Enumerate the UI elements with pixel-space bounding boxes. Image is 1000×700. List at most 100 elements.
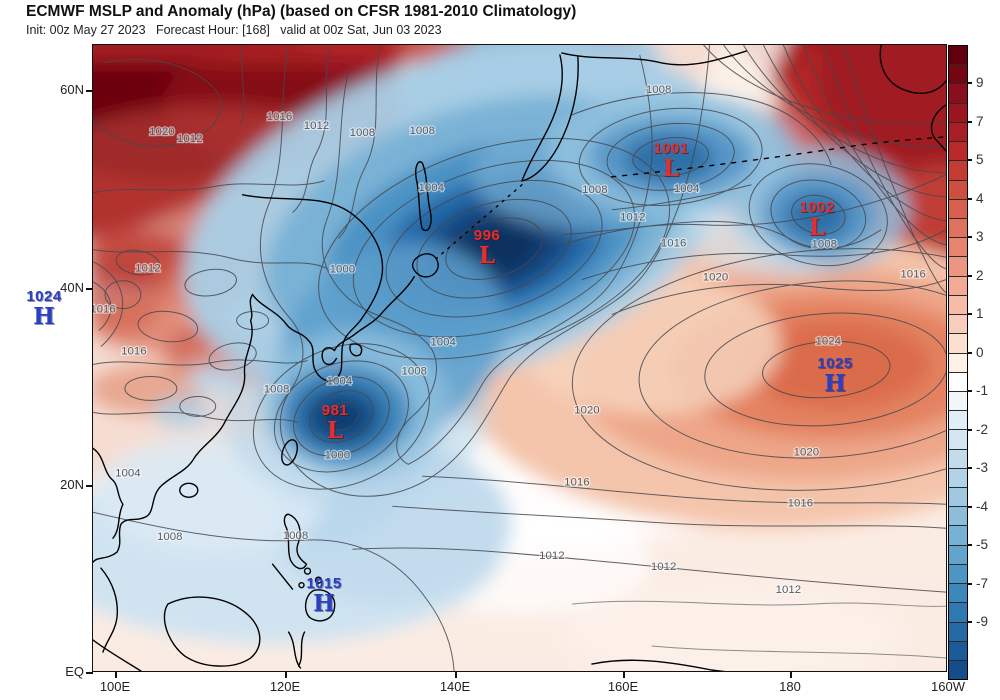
chart-title: ECMWF MSLP and Anomaly (hPa) (based on C…: [26, 3, 577, 20]
lat-axis-label: 60N: [60, 82, 84, 97]
contour-label: 1020: [574, 404, 600, 416]
colorbar-segment: [949, 640, 967, 660]
anomaly-map-svg: 1020 1016 1012 1008 1008 1012 1008 1004 1000 1012…: [93, 45, 946, 671]
colorbar-tick-label: 7: [976, 113, 984, 129]
map-canvas: 1020 1016 1012 1008 1008 1012 1008 1004 1000 1012…: [92, 44, 947, 672]
colorbar-segment: [949, 660, 967, 680]
chart-subtitle: Init: 00z May 27 2023 Forecast Hour: [16…: [26, 23, 442, 37]
contour-label: 1016: [900, 269, 926, 281]
lon-axis-tick: [455, 672, 457, 678]
colorbar-segment: [949, 83, 967, 103]
lon-axis-label: 100E: [99, 679, 131, 694]
lat-axis-label: EQ: [65, 664, 84, 679]
colorbar-tick: [967, 351, 972, 354]
contour-label: 1004: [674, 183, 700, 195]
colorbar-segment: [949, 544, 967, 564]
contour-label-layer: 1020 1016 1012 1008 1008 1012 1008 1004 1000 1012…: [93, 83, 927, 598]
contour-label: 1012: [135, 263, 161, 275]
colorbar-tick: [967, 544, 972, 547]
contour-label: 1016: [93, 304, 116, 316]
lat-axis-tick: [86, 90, 93, 92]
colorbar-tick: [967, 120, 972, 123]
colorbar-segment: [949, 64, 967, 84]
colorbar-tick-label: -4: [976, 498, 989, 514]
colorbar-segment: [949, 448, 967, 468]
contour-label: 1004: [115, 467, 141, 479]
contour-label: 1016: [564, 476, 590, 488]
colorbar-tick-label: 3: [976, 229, 984, 245]
colorbar-segment: [949, 294, 967, 315]
colorbar-segment: [949, 102, 967, 122]
lat-axis-tick: [86, 288, 93, 290]
colorbar-segment: [949, 160, 967, 180]
colorbar-segment: [949, 275, 967, 295]
colorbar-segment: [949, 371, 967, 391]
contour-label: 1024: [816, 336, 842, 348]
colorbar-tick: [967, 159, 972, 162]
contour-label: 1008: [401, 365, 427, 377]
colorbar-tick-label: -2: [976, 421, 989, 437]
colorbar-segment: [949, 198, 967, 218]
lon-axis-label: 120E: [269, 679, 301, 694]
lat-axis-tick: [86, 485, 93, 487]
colorbar-tick: [967, 236, 972, 239]
colorbar-tick-label: -1: [976, 383, 989, 399]
contour-label: 1008: [283, 530, 309, 542]
contour-label: 1000: [330, 264, 356, 276]
colorbar-segment: [949, 410, 967, 430]
colorbar-segment: [949, 237, 967, 257]
contour-label: 1020: [703, 272, 729, 284]
lat-axis-label: 40N: [60, 280, 84, 295]
colorbar-tick-label: -5: [976, 537, 989, 553]
colorbar-segment: [949, 256, 967, 276]
colorbar-tick: [967, 313, 972, 316]
contour-label: 1016: [267, 111, 293, 123]
contour-label: 1012: [539, 550, 565, 562]
colorbar-tick: [967, 82, 972, 85]
colorbar-segment: [949, 46, 967, 65]
colorbar-tick-label: 0: [976, 344, 984, 360]
lon-axis-label: 180: [779, 679, 801, 694]
lon-axis-label: 160E: [607, 679, 639, 694]
contour-label: 1008: [157, 531, 183, 543]
colorbar-tick-label: 1: [976, 306, 984, 322]
contour-label: 1012: [304, 120, 330, 132]
colorbar-segment: [949, 352, 967, 372]
colorbar-tick-label: 5: [976, 152, 984, 168]
colorbar-segment: [949, 467, 967, 488]
colorbar-tick: [967, 467, 972, 470]
colorbar-segment: [949, 602, 967, 622]
lat-axis-label: 20N: [60, 477, 84, 492]
colorbar-tick: [967, 582, 972, 585]
contour-label: 1008: [812, 239, 838, 251]
colorbar-segment: [949, 487, 967, 507]
colorbar-segment: [949, 179, 967, 199]
contour-label: 1004: [327, 375, 353, 387]
colorbar-segment: [949, 621, 967, 641]
colorbar-tick-label: 4: [976, 190, 984, 206]
contour-label: 1004: [430, 337, 456, 349]
colorbar-tick-label: -7: [976, 575, 989, 591]
contour-label: 1004: [418, 182, 444, 194]
contour-label: 1008: [582, 184, 608, 196]
colorbar-tick-label: -9: [976, 614, 989, 630]
colorbar-segment: [949, 121, 967, 142]
colorbar-tick: [967, 428, 972, 431]
contour-label: 1000: [325, 449, 351, 461]
lat-axis-tick: [86, 672, 93, 674]
colorbar-segment: [949, 525, 967, 545]
colorbar-tick: [967, 390, 972, 393]
contour-label: 1016: [661, 238, 687, 250]
contour-label: 1012: [620, 212, 646, 224]
colorbar-tick-label: 9: [976, 75, 984, 91]
contour-label: 1008: [646, 84, 672, 96]
lon-axis-tick: [623, 672, 625, 678]
contour-label: 1020: [149, 126, 175, 138]
contour-label: 1012: [651, 561, 677, 573]
colorbar-tick-label: 2: [976, 267, 984, 283]
contour-label: 1008: [264, 383, 290, 395]
colorbar-tick: [967, 197, 972, 200]
colorbar-segment: [949, 583, 967, 603]
contour-label: 1012: [776, 584, 802, 596]
